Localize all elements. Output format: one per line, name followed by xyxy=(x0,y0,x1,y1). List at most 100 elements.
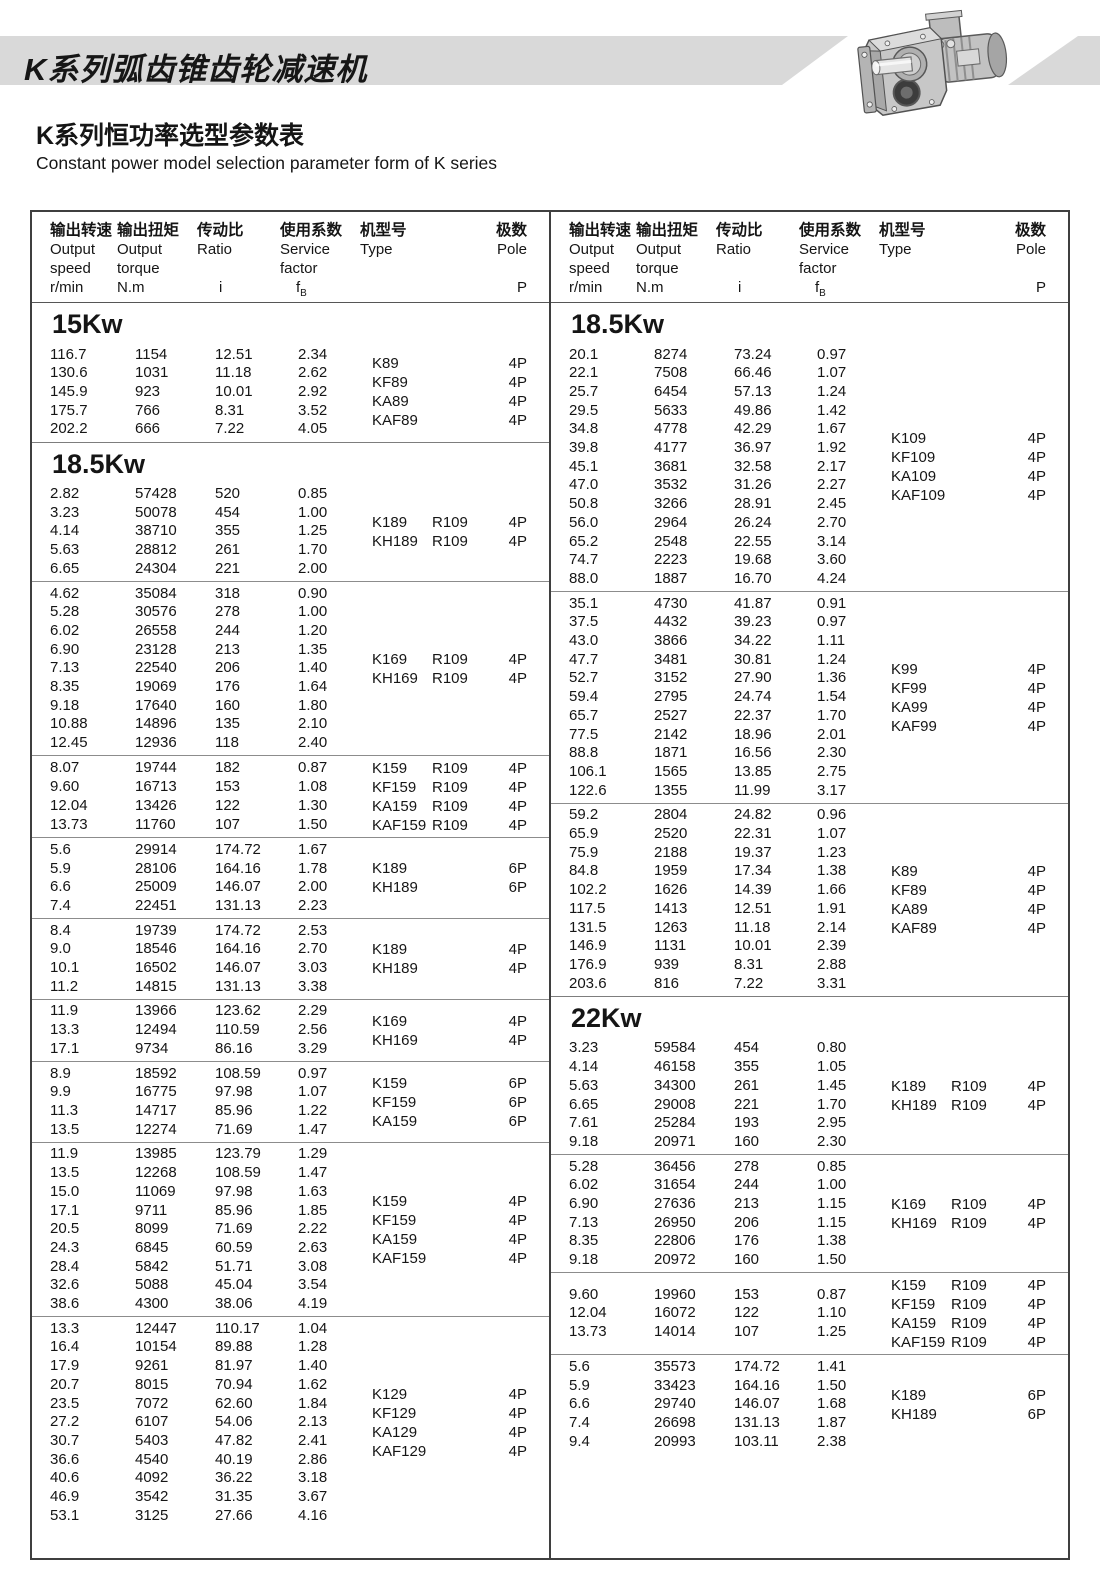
cell-speed: 6.6 xyxy=(569,1395,590,1413)
type-model: KF89 xyxy=(891,881,927,899)
type-variant xyxy=(432,373,509,392)
header-label: r/min xyxy=(50,279,84,296)
header-label: Output xyxy=(636,241,682,258)
cell-factor: 1.91 xyxy=(817,899,847,917)
data-rows: 11.9 13966 123.62 2.29 13.3 12494 110.59 2.56 17… xyxy=(32,1002,368,1058)
pole-value: 4P xyxy=(1027,900,1046,918)
data-rows: 5.6 35573 174.72 1.41 5.9 33423 164.16 1.50 6.6 2… xyxy=(551,1358,887,1452)
header-label: r/min xyxy=(569,279,603,296)
type-list: K189 R109 4P KH189 R109 4P xyxy=(887,1039,1068,1151)
cell-factor: 2.56 xyxy=(298,1021,328,1039)
cell-torque: 31654 xyxy=(654,1176,696,1194)
data-rows: 9.60 19960 153 0.87 12.04 16072 122 1.10 13.73 14… xyxy=(551,1276,887,1352)
table-row: 30.7 5403 47.82 2.41 xyxy=(50,1432,368,1451)
table-row: 43.0 3866 34.22 1.11 xyxy=(569,632,887,651)
cell-ratio: 355 xyxy=(734,1058,760,1076)
header-label: 极数 xyxy=(495,222,527,239)
cell-ratio: 45.04 xyxy=(215,1276,253,1294)
cell-torque: 16072 xyxy=(654,1304,696,1322)
cell-speed: 9.18 xyxy=(569,1251,599,1269)
cell-speed: 106.1 xyxy=(569,762,607,780)
table-row: 5.28 30576 278 1.00 xyxy=(50,603,368,622)
cell-ratio: 49.86 xyxy=(734,401,772,419)
cell-torque: 13966 xyxy=(135,1002,177,1020)
cell-ratio: 36.97 xyxy=(734,439,772,457)
table-row: 5.63 34300 261 1.45 xyxy=(569,1077,887,1096)
cell-factor: 0.80 xyxy=(817,1039,847,1057)
pole-value: 4P xyxy=(508,797,527,815)
type-model: K189 xyxy=(891,1386,927,1404)
cell-factor: 3.67 xyxy=(298,1488,328,1506)
type-model: K169 xyxy=(891,1195,927,1213)
cell-speed: 28.4 xyxy=(50,1257,80,1275)
data-block: 59.2 2804 24.82 0.96 65.9 2520 22.31 1.07 75.9 21… xyxy=(551,802,1068,996)
table-row: 50.8 3266 28.91 2.45 xyxy=(569,495,887,514)
motor-body xyxy=(937,32,1008,83)
type-variant xyxy=(432,1093,509,1112)
type-model: KAF89 xyxy=(891,919,937,937)
cell-torque: 3542 xyxy=(135,1488,169,1506)
cell-ratio: 123.62 xyxy=(215,1002,261,1020)
type-model: KAF99 xyxy=(891,717,937,735)
pole-value: 4P xyxy=(1027,1333,1046,1351)
cell-speed: 12.04 xyxy=(50,796,88,814)
cell-speed: 17.1 xyxy=(50,1201,80,1219)
type-variant xyxy=(432,1423,509,1442)
cell-ratio: 153 xyxy=(215,778,241,796)
pole-value: 4P xyxy=(508,1230,527,1248)
cell-ratio: 12.51 xyxy=(215,345,253,363)
pole-value: 6P xyxy=(508,1112,527,1130)
cell-factor: 2.41 xyxy=(298,1431,328,1449)
cell-ratio: 31.26 xyxy=(734,476,772,494)
table-row: 65.7 2527 22.37 1.70 xyxy=(569,707,887,726)
type-variant: R109 xyxy=(432,650,468,668)
cell-factor: 2.01 xyxy=(817,725,847,743)
data-block: 8.4 19739 174.72 2.53 9.0 18546 164.16 2.70 10.1… xyxy=(32,918,549,999)
cell-torque: 5633 xyxy=(654,401,688,419)
header-label: torque xyxy=(636,260,679,277)
type-model: K109 xyxy=(891,430,927,448)
cell-factor: 0.87 xyxy=(817,1285,847,1303)
type-list: K189 6P KH189 6P xyxy=(887,1358,1068,1452)
cell-ratio: 47.82 xyxy=(215,1431,253,1449)
cell-speed: 47.7 xyxy=(569,650,599,668)
table-row: 88.0 1887 16.70 4.24 xyxy=(569,570,887,589)
cell-ratio: 206 xyxy=(734,1213,760,1231)
cell-factor: 1.29 xyxy=(298,1145,328,1163)
header-col-factor: 使用系数 Service factor fB xyxy=(280,221,350,299)
cell-ratio: 213 xyxy=(215,640,241,658)
pole-value: 4P xyxy=(1027,660,1046,678)
cell-torque: 3681 xyxy=(654,457,688,475)
power-section: 15Kw 116.7 1154 12.51 2.34 130.6 1031 11.18 2.62… xyxy=(32,303,549,442)
cell-speed: 20.5 xyxy=(50,1220,80,1238)
column-body: 18.5Kw 20.1 8274 73.24 0.97 22.1 7508 66.46 1.07… xyxy=(551,303,1068,1558)
cell-factor: 2.30 xyxy=(817,744,847,762)
cell-torque: 26950 xyxy=(654,1213,696,1231)
cell-ratio: 164.16 xyxy=(215,859,261,877)
type-row: K159 6P xyxy=(372,1074,527,1093)
type-row: KF89 4P xyxy=(372,373,527,392)
cell-factor: 1.36 xyxy=(817,669,847,687)
table-row: 8.9 18592 108.59 0.97 xyxy=(50,1065,368,1084)
data-rows: 11.9 13985 123.79 1.29 13.5 12268 108.59 1.47 15… xyxy=(32,1145,368,1313)
cell-torque: 16713 xyxy=(135,778,177,796)
cell-factor: 1.70 xyxy=(817,1095,847,1113)
type-row: KA89 4P xyxy=(372,392,527,411)
table-row: 56.0 2964 26.24 2.70 xyxy=(569,514,887,533)
table-row: 8.35 19069 176 1.64 xyxy=(50,678,368,697)
cell-ratio: 160 xyxy=(734,1251,760,1269)
header-col-torque: 输出扭矩 Output torque N.m xyxy=(117,221,197,297)
table-row: 37.5 4432 39.23 0.97 xyxy=(569,613,887,632)
cell-ratio: 164.16 xyxy=(734,1376,780,1394)
cell-factor: 2.86 xyxy=(298,1450,328,1468)
pole-value: 4P xyxy=(1027,1096,1046,1114)
type-variant xyxy=(951,919,1028,938)
cell-torque: 4540 xyxy=(135,1450,169,1468)
table-row: 13.3 12447 110.17 1.04 xyxy=(50,1320,368,1339)
cell-torque: 9711 xyxy=(135,1201,168,1219)
type-model: KF109 xyxy=(891,449,936,467)
cell-factor: 1.67 xyxy=(298,840,328,858)
header-col-ratio: 传动比 Ratio i xyxy=(197,221,280,297)
type-model: KH189 xyxy=(372,960,418,978)
cell-torque: 2142 xyxy=(654,725,688,743)
